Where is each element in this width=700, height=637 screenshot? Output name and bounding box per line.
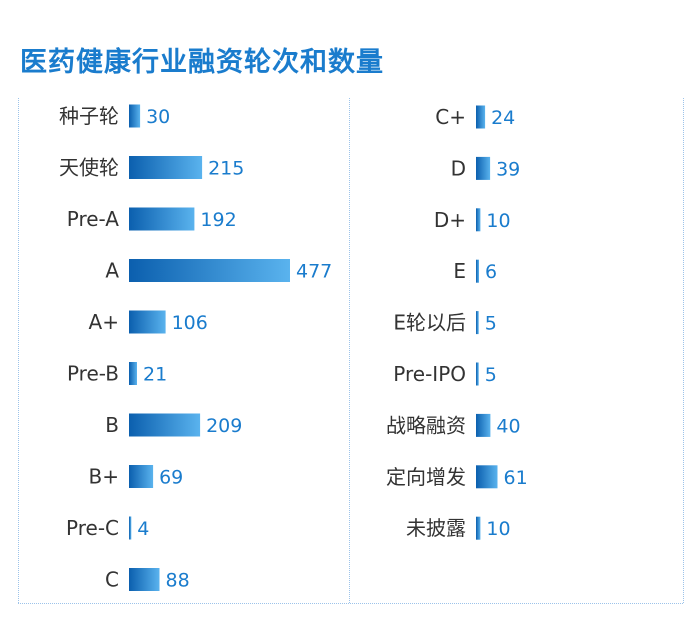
left-divider xyxy=(18,98,19,603)
bar xyxy=(476,156,491,180)
value-label: 5 xyxy=(485,364,497,386)
bar xyxy=(476,516,481,540)
value-label: 10 xyxy=(486,210,510,232)
value-label: 69 xyxy=(159,467,183,489)
chart-title: 医药健康行业融资轮次和数量 xyxy=(20,47,384,78)
category-label: 未披露 xyxy=(406,516,466,540)
bar xyxy=(476,208,481,232)
category-label: Pre-C xyxy=(66,516,119,540)
category-label: B xyxy=(105,413,119,437)
middle-divider xyxy=(349,98,350,603)
category-label: A+ xyxy=(89,310,119,334)
value-label: 4 xyxy=(137,518,149,540)
bar xyxy=(129,568,160,591)
category-label: C xyxy=(105,568,119,592)
category-label: 种子轮 xyxy=(59,104,119,128)
bar xyxy=(476,413,491,437)
bar xyxy=(129,259,290,282)
bar xyxy=(129,516,132,540)
value-label: 106 xyxy=(172,312,208,334)
category-label: D+ xyxy=(434,208,466,232)
bar xyxy=(476,105,486,129)
bar xyxy=(129,310,166,334)
category-label: Pre-B xyxy=(67,362,119,386)
category-label: B+ xyxy=(89,465,119,489)
bar xyxy=(129,362,137,385)
bar xyxy=(476,311,479,335)
right-divider xyxy=(683,98,684,603)
category-label: E xyxy=(453,259,466,283)
category-label: Pre-IPO xyxy=(393,362,466,386)
value-label: 30 xyxy=(146,106,170,128)
value-label: 88 xyxy=(166,570,190,592)
category-label: C+ xyxy=(435,105,466,129)
bar xyxy=(476,362,479,386)
value-label: 39 xyxy=(496,158,520,180)
category-label: E轮以后 xyxy=(393,311,466,335)
value-label: 40 xyxy=(496,415,520,437)
value-label: 21 xyxy=(143,364,167,386)
bar xyxy=(129,104,141,128)
category-label: 定向增发 xyxy=(386,465,466,489)
category-label: D xyxy=(451,156,466,180)
value-label: 5 xyxy=(485,313,497,335)
bar xyxy=(129,413,201,437)
bar xyxy=(129,207,195,231)
value-label: 192 xyxy=(200,209,236,231)
value-label: 61 xyxy=(504,467,528,489)
value-label: 10 xyxy=(486,518,510,540)
value-label: 215 xyxy=(208,158,244,180)
value-label: 477 xyxy=(296,261,332,283)
bar xyxy=(129,465,154,488)
bar xyxy=(476,465,498,489)
category-label: 天使轮 xyxy=(59,156,119,180)
bar xyxy=(129,156,203,179)
category-label: 战略融资 xyxy=(386,413,466,437)
value-label: 6 xyxy=(485,261,497,283)
category-label: A xyxy=(105,259,119,283)
bottom-divider xyxy=(18,603,683,604)
value-label: 209 xyxy=(206,415,242,437)
value-label: 24 xyxy=(491,107,515,129)
bar xyxy=(476,259,479,283)
category-label: Pre-A xyxy=(67,207,120,231)
